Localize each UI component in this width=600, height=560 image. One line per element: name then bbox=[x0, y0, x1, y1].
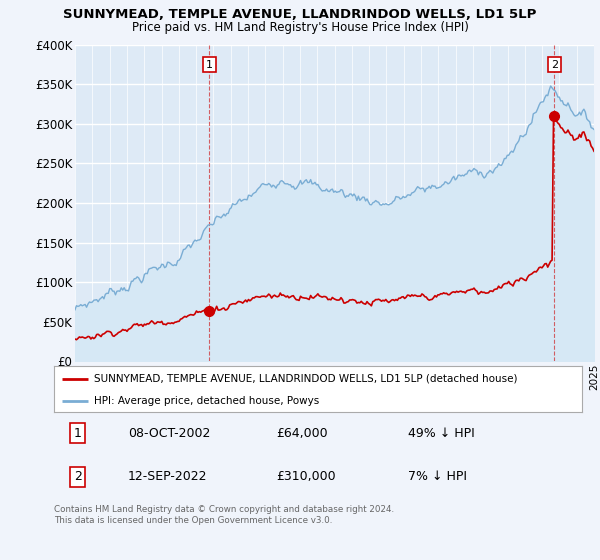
Text: 1: 1 bbox=[206, 59, 213, 69]
Text: SUNNYMEAD, TEMPLE AVENUE, LLANDRINDOD WELLS, LD1 5LP: SUNNYMEAD, TEMPLE AVENUE, LLANDRINDOD WE… bbox=[64, 8, 536, 21]
Text: 2: 2 bbox=[74, 470, 82, 483]
Text: SUNNYMEAD, TEMPLE AVENUE, LLANDRINDOD WELLS, LD1 5LP (detached house): SUNNYMEAD, TEMPLE AVENUE, LLANDRINDOD WE… bbox=[94, 374, 517, 384]
Text: Contains HM Land Registry data © Crown copyright and database right 2024.
This d: Contains HM Land Registry data © Crown c… bbox=[54, 505, 394, 525]
Text: 49% ↓ HPI: 49% ↓ HPI bbox=[408, 427, 475, 440]
Text: 1: 1 bbox=[74, 427, 82, 440]
Text: HPI: Average price, detached house, Powys: HPI: Average price, detached house, Powy… bbox=[94, 396, 319, 407]
Text: 2: 2 bbox=[551, 59, 558, 69]
Text: £310,000: £310,000 bbox=[276, 470, 335, 483]
Text: 7% ↓ HPI: 7% ↓ HPI bbox=[408, 470, 467, 483]
Text: £64,000: £64,000 bbox=[276, 427, 328, 440]
Text: 12-SEP-2022: 12-SEP-2022 bbox=[128, 470, 208, 483]
Text: Price paid vs. HM Land Registry's House Price Index (HPI): Price paid vs. HM Land Registry's House … bbox=[131, 21, 469, 34]
Text: 08-OCT-2002: 08-OCT-2002 bbox=[128, 427, 210, 440]
